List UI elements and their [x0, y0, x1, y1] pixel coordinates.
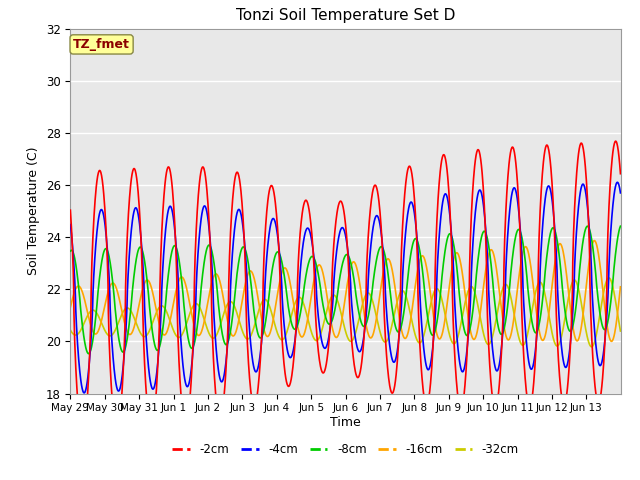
-4cm — [80, 390, 88, 396]
-8cm — [556, 258, 564, 264]
-16cm — [610, 333, 618, 339]
-16cm — [475, 319, 483, 325]
-16cm — [591, 238, 598, 243]
X-axis label: Time: Time — [330, 416, 361, 429]
Legend: -2cm, -4cm, -8cm, -16cm, -32cm: -2cm, -4cm, -8cm, -16cm, -32cm — [168, 438, 524, 461]
-4cm — [476, 188, 483, 193]
-32cm — [475, 308, 483, 313]
-32cm — [331, 293, 339, 299]
-32cm — [605, 275, 613, 281]
-32cm — [610, 289, 618, 295]
-4cm — [556, 326, 564, 332]
-4cm — [610, 195, 618, 201]
-16cm — [616, 284, 624, 290]
-32cm — [588, 344, 595, 349]
Line: -16cm: -16cm — [70, 240, 620, 341]
-32cm — [321, 317, 328, 323]
-16cm — [556, 241, 563, 247]
-32cm — [67, 327, 74, 333]
-4cm — [613, 180, 621, 185]
-16cm — [331, 333, 339, 339]
-2cm — [612, 138, 620, 144]
-32cm — [152, 310, 160, 315]
Line: -32cm: -32cm — [70, 278, 620, 347]
-8cm — [153, 347, 161, 353]
Line: -8cm: -8cm — [70, 226, 620, 354]
-2cm — [321, 368, 329, 373]
-32cm — [616, 328, 624, 334]
-2cm — [67, 207, 74, 213]
-4cm — [616, 190, 624, 196]
-2cm — [332, 225, 339, 231]
-8cm — [616, 223, 624, 229]
-16cm — [67, 304, 74, 310]
Y-axis label: Soil Temperature (C): Soil Temperature (C) — [27, 147, 40, 276]
-8cm — [321, 311, 329, 317]
-8cm — [85, 351, 93, 357]
Text: TZ_fmet: TZ_fmet — [73, 38, 130, 51]
-8cm — [67, 248, 74, 254]
-4cm — [153, 370, 161, 375]
-32cm — [556, 340, 563, 346]
-2cm — [79, 429, 86, 435]
-16cm — [607, 338, 615, 344]
Line: -4cm: -4cm — [70, 182, 620, 393]
-4cm — [67, 222, 74, 228]
-4cm — [332, 262, 339, 267]
-16cm — [321, 277, 328, 283]
-2cm — [616, 171, 624, 177]
-2cm — [556, 377, 564, 383]
-8cm — [610, 269, 618, 275]
-2cm — [610, 144, 618, 150]
-2cm — [153, 381, 161, 387]
-16cm — [152, 308, 160, 313]
Line: -2cm: -2cm — [70, 141, 620, 432]
-4cm — [321, 346, 329, 351]
-2cm — [476, 149, 483, 155]
-8cm — [332, 305, 339, 311]
Title: Tonzi Soil Temperature Set D: Tonzi Soil Temperature Set D — [236, 9, 455, 24]
-8cm — [476, 247, 483, 253]
